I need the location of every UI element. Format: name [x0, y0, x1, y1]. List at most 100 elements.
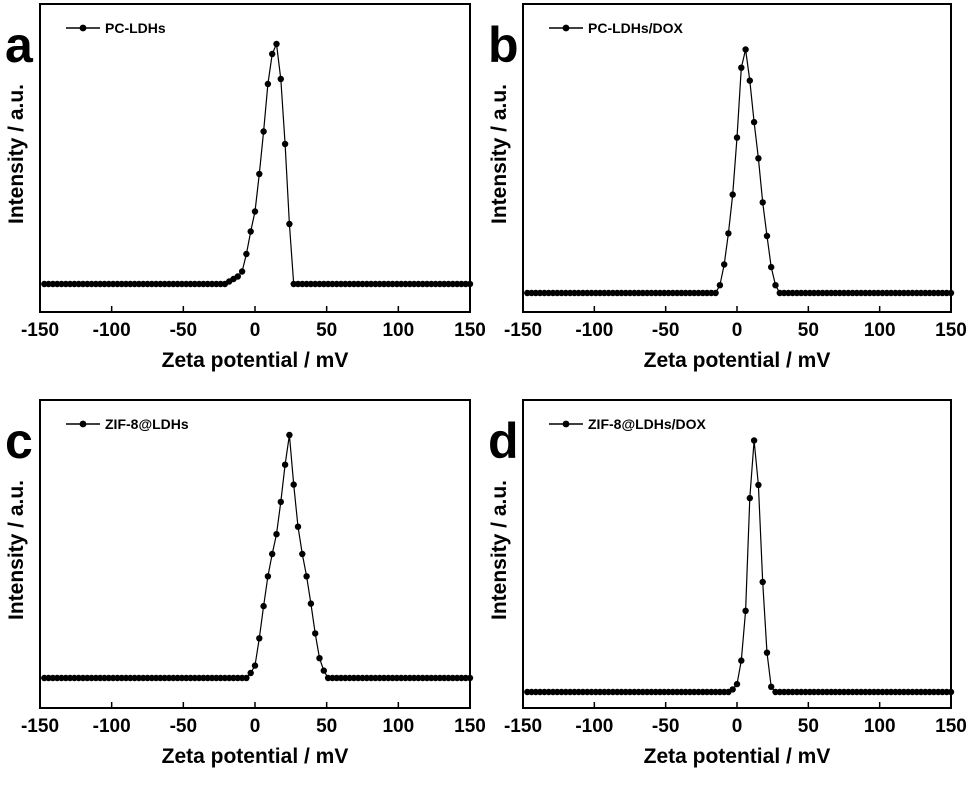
data-point [320, 667, 327, 674]
x-tick-label: -50 [170, 716, 197, 737]
data-point [264, 80, 272, 88]
x-tick-label: 100 [864, 716, 896, 737]
x-tick-label: 50 [316, 716, 337, 737]
data-point [738, 657, 745, 664]
series-line [44, 434, 470, 679]
x-tick-label: -150 [504, 716, 542, 737]
x-tick-label: 100 [382, 716, 414, 737]
x-tick-label: 100 [382, 320, 414, 341]
panel-label: a [5, 17, 34, 73]
series-line [44, 41, 470, 285]
data-point [750, 437, 758, 444]
data-point [763, 232, 771, 240]
panel-label: d [488, 413, 519, 469]
data-point [307, 600, 315, 607]
y-axis-title: Intensity / a.u. [488, 84, 511, 224]
x-tick-label: 50 [316, 320, 337, 341]
panel-label: c [5, 413, 33, 469]
data-point [768, 683, 775, 690]
data-point [269, 50, 276, 58]
data-point [251, 208, 259, 215]
data-point [759, 199, 766, 206]
data-point [729, 191, 736, 198]
data-point [290, 481, 297, 488]
data-point [286, 431, 293, 439]
data-point [738, 64, 745, 71]
x-tick-label: -50 [652, 320, 679, 341]
data-point [243, 674, 250, 682]
x-tick-label: -100 [575, 320, 613, 341]
data-point [312, 630, 319, 637]
chart-panel-b: b -150 -100 -50 0 50 100 150 Zeta potential / mV… [488, 3, 967, 372]
y-axis-title: Intensity / a.u. [5, 84, 28, 224]
x-tick-label: 0 [250, 320, 261, 341]
data-point [721, 261, 728, 268]
legend-marker [79, 24, 87, 32]
panel-label: b [488, 17, 519, 73]
data-point [742, 607, 749, 614]
series-line [527, 440, 951, 693]
data-point [247, 669, 254, 677]
legend-label: ZIF-8@LDHs [105, 416, 189, 432]
x-axis-title: Zeta potential / mV [644, 349, 831, 372]
data-point [746, 494, 753, 502]
data-point [273, 40, 280, 48]
x-tick-label: -100 [93, 320, 131, 341]
data-point [281, 461, 289, 468]
data-point [725, 230, 732, 237]
plot-frame [522, 3, 952, 313]
data-point [273, 531, 280, 538]
y-axis-title: Intensity / a.u. [5, 480, 28, 620]
legend-marker [79, 420, 87, 428]
x-axis-title: Zeta potential / mV [644, 745, 831, 768]
data-point [256, 635, 263, 642]
x-tick-label: 150 [935, 716, 967, 737]
data-point [316, 655, 323, 662]
x-tick-label: 0 [732, 320, 743, 341]
data-point [303, 573, 310, 580]
data-point [260, 128, 267, 135]
data-point [755, 155, 762, 162]
x-tick-label: 50 [798, 716, 819, 737]
x-tick-label: -100 [575, 716, 613, 737]
x-tick-label: -150 [21, 716, 59, 737]
data-point [299, 550, 306, 558]
data-point [294, 523, 302, 530]
data-point [759, 578, 766, 586]
data-point [947, 688, 955, 696]
series-line [527, 49, 951, 294]
legend-label: ZIF-8@LDHs/DOX [588, 416, 707, 432]
data-point [733, 134, 741, 141]
x-tick-label: 100 [864, 320, 896, 341]
x-tick-label: 0 [732, 716, 743, 737]
legend-label: PC-LDHs [105, 20, 166, 36]
data-point [746, 77, 753, 84]
data-point [286, 220, 293, 228]
data-point [238, 268, 246, 275]
data-point [712, 289, 719, 297]
plot-frame [39, 3, 471, 313]
x-tick-label: 50 [798, 320, 819, 341]
data-point [755, 481, 762, 489]
chart-panel-c: c -150 -100 -50 0 50 100 150 Zeta potential / mV… [5, 399, 486, 768]
legend-marker [562, 24, 570, 32]
data-point [281, 140, 289, 148]
x-axis-title: Zeta potential / mV [162, 349, 349, 372]
data-point [772, 282, 779, 289]
chart-panel-a: a -150 -100 -50 0 50 100 150 Zeta potential / mV… [5, 3, 486, 372]
data-point [750, 118, 758, 126]
chart-panel-d: d -150 -100 -50 0 50 100 150 Zeta potential / mV… [488, 399, 967, 768]
data-point [269, 550, 276, 558]
data-point [264, 573, 272, 580]
x-tick-label: 0 [250, 716, 261, 737]
data-point [234, 273, 241, 280]
x-tick-label: -50 [170, 320, 197, 341]
data-point [716, 282, 724, 289]
legend-label: PC-LDHs/DOX [588, 20, 684, 36]
data-point [243, 250, 250, 258]
x-tick-label: -100 [93, 716, 131, 737]
data-point [277, 498, 284, 506]
data-point [256, 170, 263, 178]
x-tick-label: -50 [652, 716, 679, 737]
